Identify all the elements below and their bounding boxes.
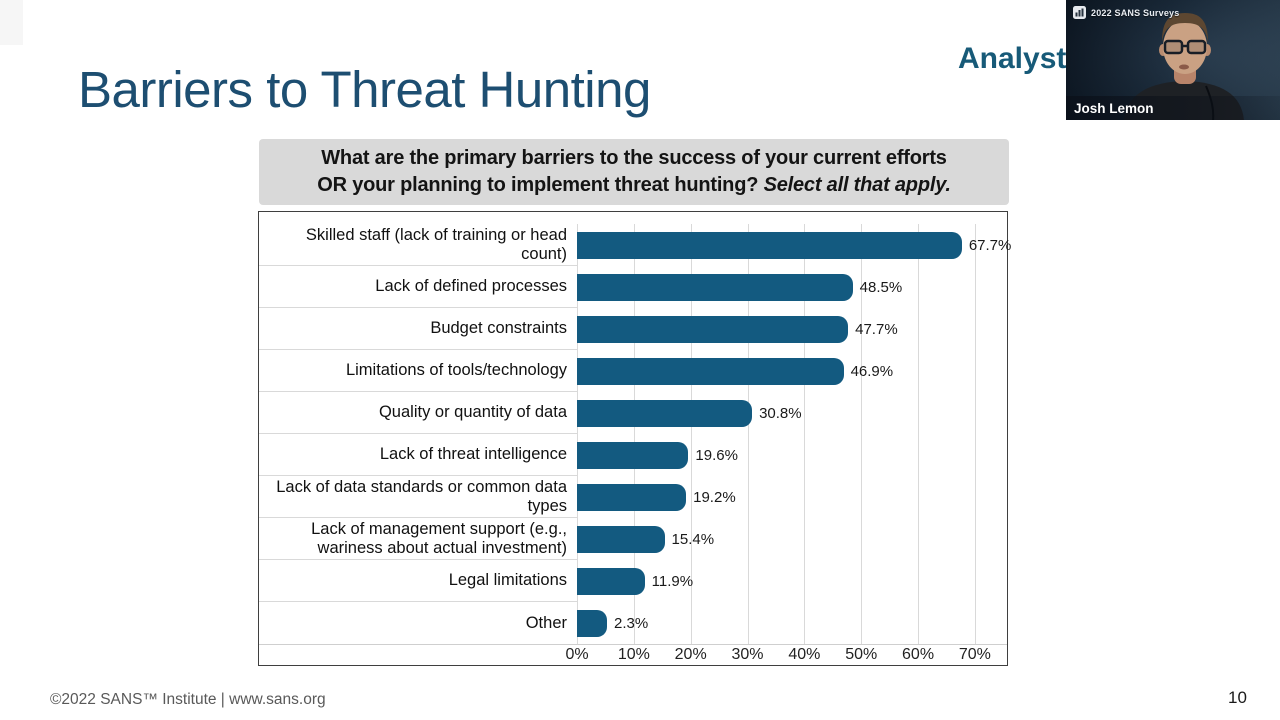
chart-row: Legal limitations 11.9%	[259, 560, 1007, 602]
data-bar	[577, 273, 853, 301]
gridline	[918, 224, 920, 644]
bar-area: 19.6%	[577, 434, 1007, 476]
chart-row: Other 2.3%	[259, 602, 1007, 644]
gridline	[747, 224, 749, 644]
value-label: 19.6%	[695, 446, 738, 464]
video-corner-artifact	[0, 0, 23, 45]
chart-row: Quality or quantity of data 30.8%	[259, 392, 1007, 434]
chart-row: Lack of defined processes 48.5%	[259, 266, 1007, 308]
gridline	[690, 224, 692, 644]
page-number: 10	[1228, 688, 1247, 707]
bar-area: 48.5%	[577, 266, 1007, 308]
value-label: 2.3%	[614, 614, 649, 632]
gridline-layer	[577, 224, 1009, 644]
category-label: Limitations of tools/technology	[259, 350, 577, 392]
category-label: Legal limitations	[259, 560, 577, 602]
data-bar	[577, 357, 844, 385]
webcam-stream-header: 2022 SANS Surveys	[1073, 6, 1179, 19]
category-label: Lack of management support (e.g., warine…	[259, 518, 577, 560]
chart-row: Budget constraints 47.7%	[259, 308, 1007, 350]
gridline	[804, 224, 806, 644]
question-italic-part: Select all that apply.	[763, 174, 951, 196]
bar-area: 67.7%	[577, 224, 1011, 266]
copyright-footer: ©2022 SANS™ Institute | www.sans.org	[50, 691, 326, 708]
value-label: 46.9%	[850, 362, 894, 380]
gridline	[974, 224, 976, 644]
slide-title: Barriers to Threat Hunting	[78, 61, 651, 118]
bar-area: 30.8%	[577, 392, 1007, 434]
value-label: 30.8%	[759, 404, 802, 422]
gridline	[633, 224, 635, 644]
value-label: 19.2%	[693, 488, 736, 506]
data-bar	[577, 231, 962, 259]
data-bar	[577, 441, 689, 469]
chart-plot-area: Skilled staff (lack of training or head …	[259, 212, 1011, 666]
question-line1: What are the primary barriers to the suc…	[321, 147, 947, 169]
chart-rows: Skilled staff (lack of training or head …	[259, 224, 1011, 644]
analyst-logo-text: Analyst	[958, 42, 1066, 75]
x-axis-line	[259, 644, 1007, 645]
chart-row: Lack of management support (e.g., warine…	[259, 518, 1007, 560]
x-tick-label: 10%	[617, 646, 650, 663]
x-axis-ticks: 0% 10% 20% 30% 40% 50% 60% 70%	[259, 646, 1007, 666]
bar-area: 46.9%	[577, 350, 1007, 392]
x-tick-label: 20%	[674, 646, 707, 663]
data-bar	[577, 399, 753, 427]
category-label: Budget constraints	[259, 308, 577, 350]
chart-question-box: What are the primary barriers to the suc…	[259, 139, 1009, 205]
chart-row: Skilled staff (lack of training or head …	[259, 224, 1011, 266]
participant-name-bar: Josh Lemon	[1066, 96, 1280, 120]
category-label: Other	[525, 613, 567, 632]
value-label: 47.7%	[855, 320, 898, 338]
bar-area: 15.4%	[577, 518, 1007, 560]
data-bar	[577, 483, 687, 511]
x-tick-label: 60%	[902, 646, 935, 663]
data-bar	[577, 567, 645, 595]
chart-row: Lack of data standards or common data ty…	[259, 476, 1007, 518]
x-tick-label: 30%	[731, 646, 764, 663]
stream-title: 2022 SANS Surveys	[1091, 7, 1180, 18]
chart-row: Lack of threat intelligence 19.6%	[259, 434, 1007, 476]
analyst-program-logo: Analyst	[958, 42, 1066, 82]
data-bar	[577, 315, 849, 343]
value-label: 15.4%	[671, 530, 715, 548]
bar-chart: Skilled staff (lack of training or head …	[258, 211, 1011, 666]
data-bar	[577, 609, 607, 637]
participant-name: Josh Lemon	[1074, 100, 1154, 116]
bar-chart-icon	[1073, 6, 1086, 19]
bar-area: 2.3%	[577, 602, 1007, 644]
presenter-hair	[1162, 13, 1208, 42]
x-tick-label: 50%	[845, 646, 878, 663]
bar-area: 19.2%	[577, 476, 1007, 518]
gridline	[861, 224, 863, 644]
chart-row: Limitations of tools/technology 46.9%	[259, 350, 1007, 392]
x-tick-label: 0%	[565, 646, 589, 663]
category-label: Quality or quantity of data	[259, 392, 577, 434]
x-tick-label: 70%	[958, 646, 991, 663]
glasses-icon	[1163, 39, 1207, 55]
presenter-mouth	[1179, 64, 1189, 70]
category-label: Skilled staff (lack of training or head …	[259, 224, 577, 266]
value-label: 11.9%	[651, 572, 694, 590]
x-tick-label: 40%	[788, 646, 821, 663]
category-label: Lack of defined processes	[259, 266, 577, 308]
category-label: Lack of threat intelligence	[259, 434, 577, 476]
data-bar	[577, 525, 665, 553]
webcam-video-overlay: 2022 SANS Surveys Josh Lemon	[1066, 0, 1280, 120]
gridline	[577, 224, 578, 644]
value-label: 67.7%	[968, 236, 1012, 254]
question-line2: OR your planning to implement threat hun…	[317, 174, 951, 196]
category-label: Lack of data standards or common data ty…	[259, 476, 577, 518]
bar-area: 11.9%	[577, 560, 1007, 602]
value-label: 48.5%	[859, 278, 903, 296]
bar-area: 47.7%	[577, 308, 1007, 350]
